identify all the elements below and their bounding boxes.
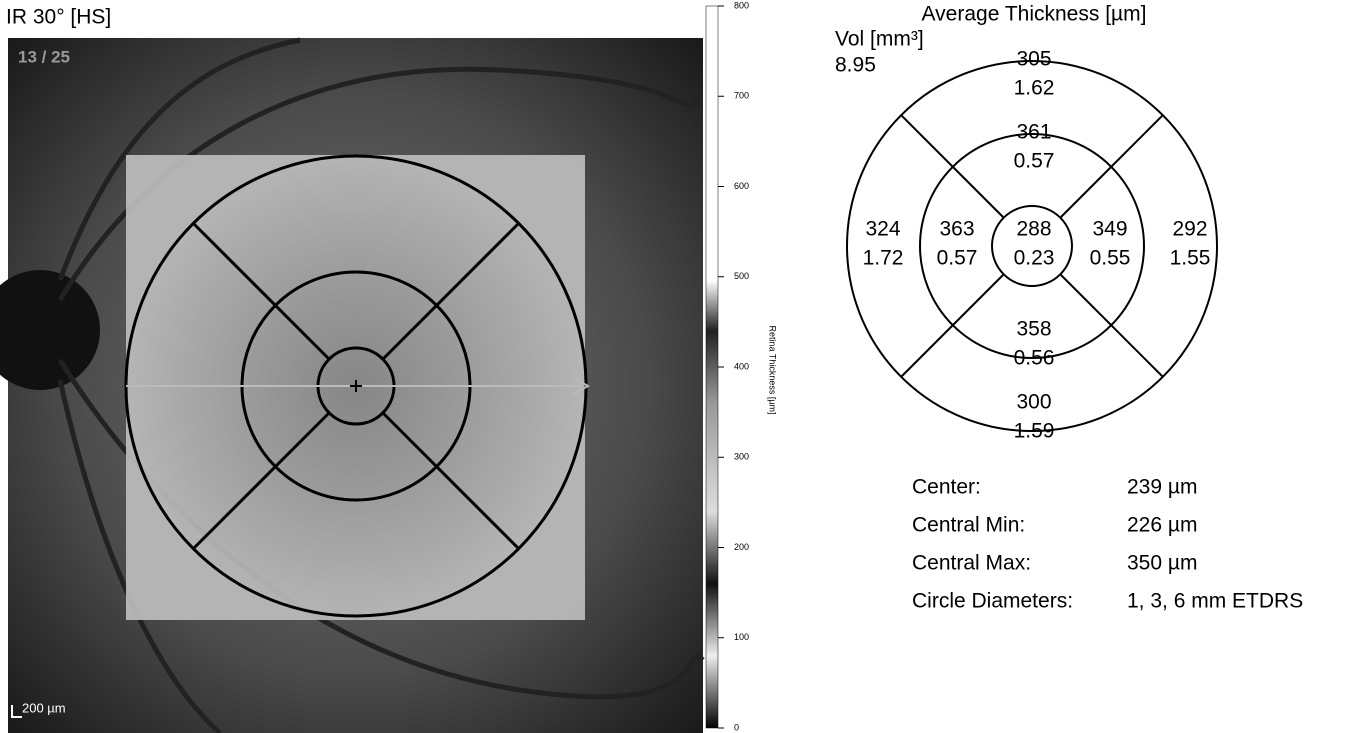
summary-label: Circle Diameters: bbox=[912, 590, 1073, 613]
sector-volume: 0.57 bbox=[937, 247, 978, 270]
sector-volume: 1.59 bbox=[1014, 420, 1055, 443]
sector-thickness: 363 bbox=[939, 218, 974, 241]
volume-label: Vol [mm³] bbox=[835, 28, 924, 51]
summary-label: Central Max: bbox=[912, 552, 1031, 575]
colorbar-tick-label: 600 bbox=[734, 181, 749, 191]
report: IR 30° [HS] 13 / 25 200 µm 0 100 200 300 400… bbox=[0, 0, 1346, 733]
summary-value: 350 µm bbox=[1127, 552, 1197, 575]
etdrs-title: Average Thickness [µm] bbox=[922, 3, 1147, 26]
frame-number: 13 / 25 bbox=[18, 47, 70, 66]
colorbar-ticks: 0 100 200 300 400 500 600 700 800 bbox=[718, 0, 749, 732]
colorbar-tick-label: 0 bbox=[734, 722, 739, 732]
sector-volume: 1.62 bbox=[1014, 77, 1055, 100]
sector-thickness: 349 bbox=[1092, 218, 1127, 241]
sector-volume: 0.56 bbox=[1014, 347, 1055, 370]
summary-label: Central Min: bbox=[912, 514, 1025, 537]
colorbar-tick-label: 700 bbox=[734, 91, 749, 101]
total-volume: 8.95 bbox=[835, 54, 876, 77]
colorbar-tick-label: 200 bbox=[734, 542, 749, 552]
colorbar-tick-label: 800 bbox=[734, 0, 749, 10]
summary-value: 239 µm bbox=[1127, 476, 1197, 499]
sector-thickness: 300 bbox=[1016, 391, 1051, 414]
colorbar-label: Retina Thickness [µm] bbox=[768, 325, 778, 414]
colorbar-tick-label: 400 bbox=[734, 361, 749, 371]
sector-volume: 1.55 bbox=[1170, 247, 1211, 270]
summary-value: 226 µm bbox=[1127, 514, 1197, 537]
sector-thickness: 358 bbox=[1016, 318, 1051, 341]
sector-thickness: 305 bbox=[1016, 48, 1051, 71]
etdrs-sectors: 305 1.62 361 0.57 324 1.72 363 0.57 288 0.23 349 0.… bbox=[863, 48, 1211, 443]
summary-label: Center: bbox=[912, 476, 981, 499]
sector-thickness: 292 bbox=[1172, 218, 1207, 241]
sector-thickness: 288 bbox=[1016, 218, 1051, 241]
summary-table: Center: 239 µm Central Min: 226 µm Central M… bbox=[912, 476, 1303, 613]
sector-volume: 0.23 bbox=[1014, 247, 1055, 270]
page: IR 30° [HS] 13 / 25 200 µm 0 100 200 300 400… bbox=[0, 0, 1346, 733]
sector-thickness: 324 bbox=[865, 218, 900, 241]
colorbar-tick-label: 300 bbox=[734, 452, 749, 462]
sector-volume: 0.57 bbox=[1014, 150, 1055, 173]
colorbar bbox=[706, 6, 718, 728]
sector-thickness: 361 bbox=[1016, 121, 1051, 144]
scale-bar-label: 200 µm bbox=[22, 700, 66, 715]
image-title: IR 30° [HS] bbox=[6, 6, 111, 29]
colorbar-tick-label: 500 bbox=[734, 271, 749, 281]
sector-volume: 1.72 bbox=[863, 247, 904, 270]
summary-value: 1, 3, 6 mm ETDRS bbox=[1127, 590, 1303, 613]
sector-volume: 0.55 bbox=[1090, 247, 1131, 270]
colorbar-tick-label: 100 bbox=[734, 632, 749, 642]
